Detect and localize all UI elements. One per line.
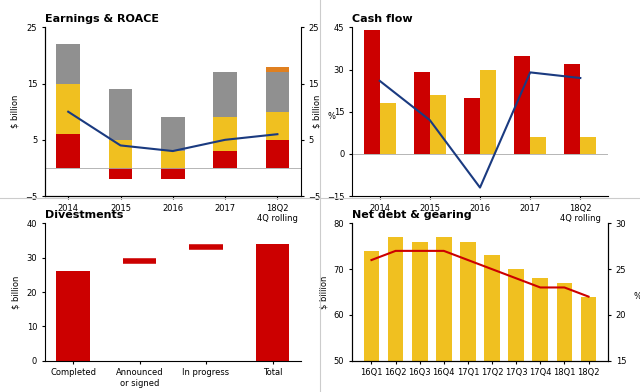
Text: Earnings & ROACE: Earnings & ROACE: [45, 14, 159, 24]
Bar: [109, 140, 132, 168]
Bar: [109, 89, 132, 140]
Legend: CFFO, CFFI, FCF: CFFO, CFFI, FCF: [356, 237, 456, 252]
Bar: [161, 168, 184, 179]
Bar: [266, 140, 289, 168]
Bar: [266, 73, 289, 112]
Bar: [56, 272, 90, 361]
Bar: [460, 242, 476, 392]
Bar: [530, 137, 546, 154]
Bar: [436, 237, 452, 392]
Bar: [109, 168, 132, 179]
Bar: [161, 151, 184, 168]
Bar: [430, 95, 446, 154]
Bar: [364, 30, 380, 154]
Y-axis label: $ billion: $ billion: [12, 275, 21, 309]
Bar: [380, 103, 396, 154]
Bar: [484, 256, 500, 392]
Bar: [557, 283, 572, 392]
Bar: [161, 117, 184, 151]
Text: Net debt & gearing: Net debt & gearing: [352, 210, 472, 220]
Bar: [464, 98, 480, 154]
Bar: [266, 67, 289, 73]
Y-axis label: %: %: [328, 112, 336, 121]
Bar: [480, 70, 496, 154]
Bar: [388, 237, 403, 392]
Bar: [364, 251, 380, 392]
Bar: [532, 278, 548, 392]
Bar: [564, 64, 580, 154]
Bar: [580, 297, 596, 392]
Bar: [256, 244, 289, 361]
Text: Cash flow: Cash flow: [352, 14, 413, 24]
Y-axis label: $ billion: $ billion: [319, 275, 328, 309]
Bar: [580, 137, 596, 154]
Y-axis label: %: %: [634, 292, 640, 301]
Bar: [213, 151, 237, 168]
Bar: [412, 242, 428, 392]
Y-axis label: $ billion: $ billion: [10, 95, 19, 129]
Bar: [414, 73, 430, 154]
Text: Divestments: Divestments: [45, 210, 123, 220]
Bar: [213, 117, 237, 151]
Bar: [266, 112, 289, 140]
Bar: [508, 269, 524, 392]
Legend: Upstream, Downstream, Integrated Gas, Corporate + NCI, ROACE (RHS): Upstream, Downstream, Integrated Gas, Co…: [48, 236, 241, 258]
Bar: [514, 56, 530, 154]
Y-axis label: $ billion: $ billion: [312, 95, 321, 129]
Bar: [213, 73, 237, 117]
Bar: [56, 44, 80, 83]
Bar: [56, 83, 80, 134]
Bar: [56, 134, 80, 168]
